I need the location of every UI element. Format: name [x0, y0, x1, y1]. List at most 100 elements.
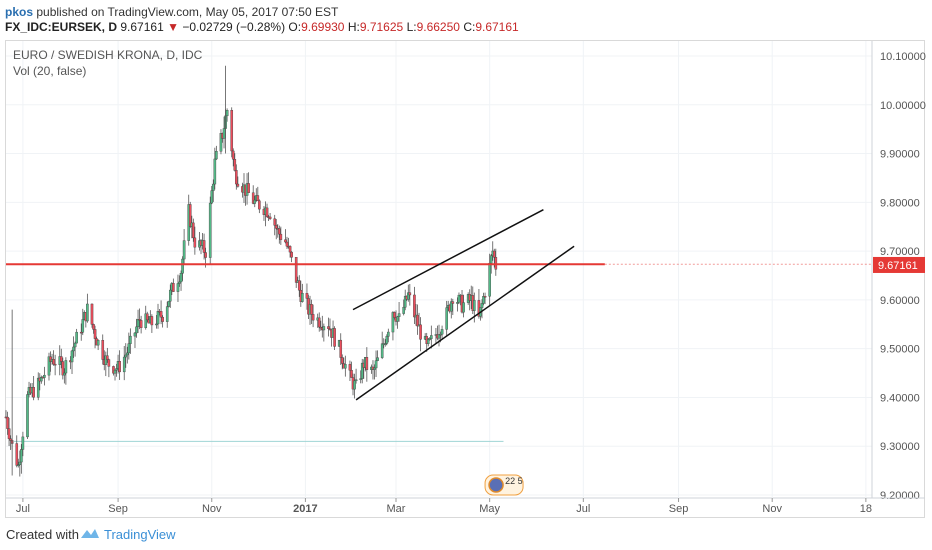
candle-body [210, 190, 214, 204]
candle-body [208, 202, 212, 258]
price-chart[interactable]: 10.10000 10.00000 9.90000 9.80000 9.70000 9.6… [0, 0, 932, 518]
candle-body [167, 300, 171, 307]
close-label: C: [463, 20, 476, 34]
candle-body [430, 335, 433, 339]
candle-body [104, 355, 108, 365]
candle-body [440, 329, 444, 335]
candle-body [155, 323, 158, 326]
y-tick-label: 9.80000 [880, 197, 920, 209]
trend-line [355, 245, 575, 401]
candle-body [9, 438, 12, 441]
candle-body [172, 283, 175, 292]
candle-body [18, 461, 22, 465]
candle-body [225, 110, 229, 117]
candle-body [135, 326, 138, 334]
x-tick-label: Jul [576, 503, 590, 515]
candle-body [211, 183, 215, 191]
candle-body [383, 343, 387, 345]
open-label: O: [288, 20, 302, 34]
candle-body [115, 368, 118, 371]
candle-body [284, 239, 287, 243]
footer: Created with TradingView [0, 518, 932, 550]
y-tick-label: 9.70000 [880, 246, 920, 258]
candle-body [483, 296, 487, 298]
open-value: 9.69930 [301, 20, 345, 34]
candle-body [301, 293, 304, 302]
candle-body [192, 222, 195, 239]
ideas-badge-icon [488, 477, 504, 493]
candle-body [233, 158, 237, 171]
candle-body [256, 195, 260, 202]
candle-body [75, 331, 78, 344]
candle-body [297, 280, 301, 291]
candle-body [437, 334, 441, 339]
candle-body [290, 251, 293, 258]
candle-body [456, 302, 459, 304]
candle-body [402, 306, 405, 314]
candle-body [176, 283, 180, 292]
close-value: 9.67161 [475, 20, 519, 34]
candle-body [393, 312, 396, 318]
candle-body [449, 301, 453, 312]
candle-body [350, 370, 353, 378]
y-tick-label: 10.00000 [880, 100, 926, 112]
ideas-badge-count: 22 5 [505, 476, 523, 486]
candle-body [150, 316, 154, 326]
candle-body [139, 320, 143, 328]
candle-body [376, 357, 379, 361]
candle-body [222, 128, 226, 139]
candle-body [439, 333, 442, 336]
candle-body [489, 255, 493, 264]
candle-body [107, 359, 111, 367]
candle-body [428, 338, 432, 340]
y-tick-label: 9.90000 [880, 149, 920, 161]
publish-text: published on TradingView.com, May 05, 20… [36, 5, 339, 19]
candle-body [340, 357, 344, 364]
candle-body [193, 237, 197, 248]
candle-body [6, 416, 9, 429]
y-tick-label: 9.60000 [880, 295, 920, 307]
candle-body [445, 307, 448, 330]
volume-indicator-label: Vol (20, false) [13, 64, 86, 78]
candle-body [7, 428, 11, 439]
x-tick-label: Jul [16, 503, 30, 515]
candle-body [311, 314, 315, 321]
y-tick-label: 9.50000 [880, 344, 920, 356]
chart-frame[interactable] [5, 40, 925, 518]
candle-body [473, 300, 476, 311]
chart-title: EURO / SWEDISH KRONA, D, IDC [13, 48, 203, 62]
candle-body [126, 352, 129, 356]
candle-body [373, 367, 376, 370]
author-link[interactable]: pkos [5, 5, 34, 19]
candle-body [317, 317, 321, 328]
candle-body [145, 313, 149, 321]
candle-body [136, 319, 140, 328]
candle-body [96, 340, 100, 346]
x-tick-label: 18 [860, 503, 872, 515]
candle-body [181, 258, 184, 274]
candle-body [416, 314, 419, 327]
candle-body [360, 362, 364, 379]
candle-body [278, 228, 281, 235]
tradingview-link[interactable]: TradingView [104, 527, 176, 542]
candle-body [451, 301, 455, 304]
price-change: −0.02729 (−0.28%) [182, 20, 286, 34]
x-tick-label: Sep [108, 503, 128, 515]
candle-body [419, 324, 422, 340]
tradingview-logo-icon[interactable] [80, 526, 100, 542]
candle-body [328, 328, 332, 330]
candle-body [101, 340, 105, 360]
candle-body [92, 324, 95, 330]
candle-body [230, 110, 234, 152]
candle-body [202, 240, 206, 253]
candle-body [462, 302, 465, 313]
candle-body [72, 346, 75, 352]
y-tick-label: 10.10000 [880, 51, 926, 63]
candle-body [168, 289, 172, 302]
candle-body [236, 183, 240, 187]
candle-body [359, 378, 362, 380]
x-tick-label: Mar [387, 503, 406, 515]
candle-body [73, 342, 77, 348]
high-value: 9.71625 [359, 20, 404, 34]
ohlc-legend: FX_IDC:EURSEK, D 9.67161 ▼ −0.02729 (−0.… [5, 20, 519, 34]
